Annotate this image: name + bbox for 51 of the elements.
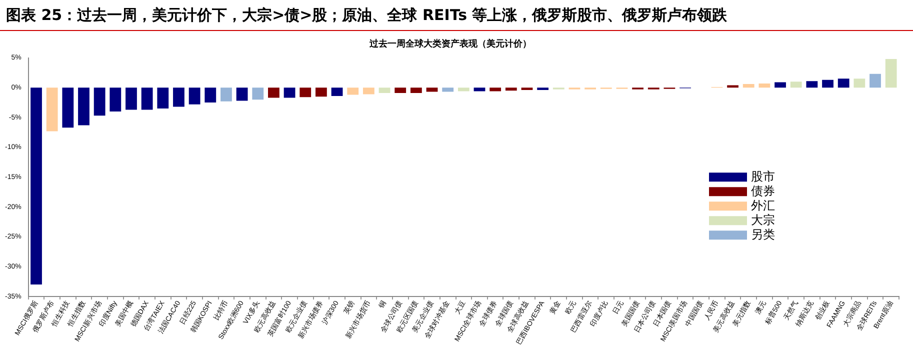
bar <box>204 88 216 103</box>
bar <box>30 88 42 285</box>
chart-title: 图表 25：过去一周，美元计价下，大宗>债>股；原油、全球 REITs 等上涨，俄罗斯股市、俄罗斯卢布领跌 <box>0 0 913 31</box>
bar <box>46 88 58 132</box>
bar <box>188 88 200 104</box>
bar <box>458 88 470 92</box>
bar <box>141 88 153 110</box>
bar <box>220 88 232 102</box>
legend-label: 大宗 <box>751 212 775 227</box>
bar <box>173 88 184 107</box>
bar <box>284 88 296 98</box>
bar <box>490 88 502 92</box>
bar <box>505 88 517 91</box>
bar <box>78 88 90 126</box>
bar <box>94 88 106 116</box>
bar <box>442 88 454 92</box>
bar <box>474 88 486 92</box>
bar <box>347 88 359 95</box>
bar <box>854 78 866 88</box>
bar <box>885 58 897 88</box>
bar <box>300 88 312 98</box>
bar <box>790 82 802 88</box>
bar <box>758 83 770 88</box>
bar <box>110 88 122 112</box>
bar <box>331 88 343 96</box>
bar <box>316 88 327 97</box>
bar <box>727 85 738 88</box>
bar <box>537 88 549 90</box>
bar <box>521 88 533 90</box>
bar <box>806 81 818 88</box>
bar <box>426 88 438 92</box>
bar <box>394 88 406 94</box>
bar <box>822 80 834 88</box>
legend-label: 外汇 <box>751 198 775 212</box>
bar <box>838 78 850 88</box>
bar <box>774 82 786 88</box>
bar <box>252 88 264 100</box>
bar <box>157 88 169 109</box>
legend-label: 股市 <box>751 169 775 184</box>
legend-label: 另类 <box>751 227 775 242</box>
bar <box>236 88 248 101</box>
bar <box>378 88 390 94</box>
bar <box>362 88 374 94</box>
legend-label: 债券 <box>751 184 775 198</box>
bar <box>268 88 280 98</box>
bar <box>870 74 881 88</box>
chart-subtitle: 过去一周全球大类资产表现（美元计价） <box>368 38 532 50</box>
bar <box>742 84 754 88</box>
bar <box>126 88 137 110</box>
bar <box>62 88 74 128</box>
bar <box>410 88 422 94</box>
